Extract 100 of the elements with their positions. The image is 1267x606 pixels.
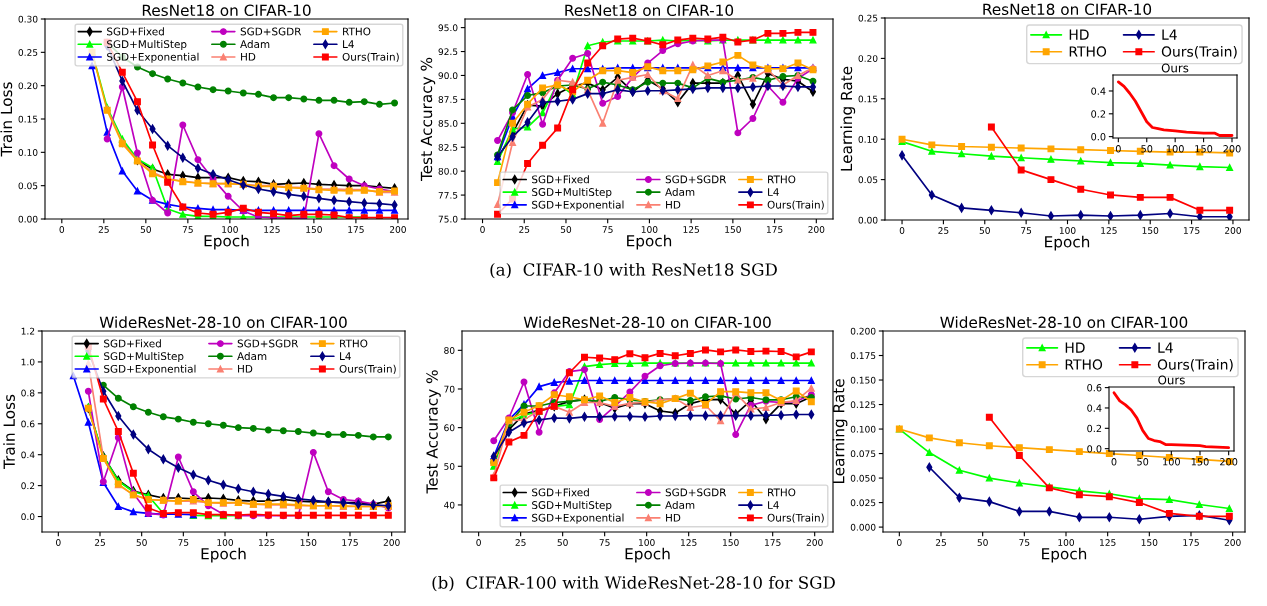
y-tick-label: 0.4 [1091,87,1106,95]
x-tick-label: 25 [519,226,530,233]
x-axis-title: Epoch [1042,547,1087,563]
x-tick-label: 175 [766,226,783,233]
y-tick-label: 0.2 [1091,110,1106,118]
x-tick-label: 200 [389,226,406,233]
y-tick-label: 0.20 [858,55,878,62]
x-tick-label: 0 [897,539,902,546]
x-tick-label: 75 [182,226,193,233]
legend-label: SGD+Exponential [532,513,624,524]
y-tick-label: 0.10 [858,135,878,143]
legend-label: RTHO [1065,359,1103,370]
y-tick-label: 85.0 [438,120,458,127]
legend-label: Ours(Train) [1157,359,1233,372]
text: (b) CIFAR-100 with WideResNet-28-10 for SGD [432,575,835,592]
y-tick-label: 0.05 [18,182,38,190]
x-axis-title: Epoch [1045,235,1090,251]
x-tick-label: 0 [476,539,481,546]
chart-title: Ours [1161,63,1189,73]
y-tick-label: 0.0 [1091,133,1106,141]
y-tick-label: 0.150 [850,376,876,384]
x-tick-label: 175 [1183,539,1199,546]
chart-title: Ours [1158,375,1185,385]
y-tick-label: 87.5 [438,96,458,103]
x-tick-label: 0 [1115,145,1121,153]
y-tick-label: 82.5 [438,143,458,151]
x-tick-label: 75 [602,226,613,233]
legend-label: SGD+Fixed [104,339,161,348]
x-axis-title: Epoch [204,234,249,250]
legend-label: SGD+Exponential [532,200,624,211]
x-tick-label: 125 [1100,539,1116,546]
legend-label: SGD+SGDR [665,175,727,184]
x-tick-label: 125 [264,226,280,233]
y-tick-label: 80.0 [438,167,458,175]
y-axis-title: Test Accuracy % [426,370,441,494]
legend-label: SGD+MultiStep [532,500,612,511]
x-tick-label: 75 [1021,227,1032,234]
x-tick-label: 50 [977,539,988,546]
x-tick-label: 50 [140,226,151,233]
chart-title: ResNet18 on CIFAR-10 [983,3,1152,16]
y-tick-label: 0.000 [850,523,876,531]
y-tick-label: 0.00 [18,215,38,223]
x-tick-label: 200 [806,539,823,546]
legend-label: SGD+Fixed [532,488,589,497]
x-tick-label: 125 [1101,227,1117,234]
legend-label: SGD+Exponential [107,52,199,63]
x-tick-label: 25 [938,227,949,234]
x-tick-label: 150 [1142,227,1159,234]
x-tick-label: 25 [98,226,109,233]
legend-label: SGD+Exponential [104,364,196,375]
x-tick-label: 25 [935,539,946,546]
y-axis-title: Train Loss [3,394,15,470]
legend-label: L4 [1162,29,1177,40]
legend-label: RTHO [768,488,796,497]
x-tick-label: 50 [1137,458,1149,466]
legend-label: SGD+MultiStep [532,187,612,198]
x-tick-label: 150 [306,226,322,233]
y-tick-label: 70 [444,385,455,393]
x-tick-label: 25 [515,539,526,546]
y-tick-label: 0.15 [858,95,878,103]
legend-label: Ours(Train) [339,364,396,374]
x-tick-label: 150 [723,539,739,546]
y-axis-title: Learning Rate [840,66,856,171]
x-tick-label: 25 [94,539,105,546]
legend-label: Adam [665,500,695,509]
y-tick-label: 77.5 [438,191,458,199]
y-tick-label: 60 [444,424,455,432]
y-tick-label: 0.0 [21,513,35,521]
x-tick-label: 50 [1141,145,1153,153]
legend-label: Adam [240,40,270,49]
x-axis-title: Epoch [201,547,246,563]
x-tick-label: 175 [765,539,781,546]
legend-label: RTHO [343,27,371,36]
x-tick-label: 50 [136,539,147,546]
x-tick-label: 100 [641,226,658,233]
y-tick-label: 0.8 [21,389,35,397]
x-axis-title: Epoch [627,234,672,250]
y-tick-label: 0.20 [18,82,38,90]
x-tick-label: 75 [1019,539,1030,546]
chart-title: WideResNet-28-10 on CIFAR-100 [523,316,771,329]
y-axis-title: Train Loss [0,82,13,157]
x-tick-label: 175 [342,539,358,546]
x-tick-label: 125 [259,539,275,546]
x-tick-label: 125 [681,539,697,546]
y-tick-label: 0.2 [1087,424,1102,433]
legend-label: HD [666,200,681,209]
y-tick-label: 75.0 [438,215,458,223]
legend-label: L4 [340,352,351,360]
x-tick-label: 0 [899,227,905,234]
x-tick-label: 50 [560,226,572,233]
y-tick-label: 92.5 [438,48,458,56]
x-tick-label: 175 [348,226,364,233]
x-tick-label: 0 [56,539,61,546]
y-tick-label: 0.0 [1087,445,1102,453]
legend-label: L4 [1158,342,1173,353]
x-tick-label: 150 [1141,539,1158,546]
y-tick-label: 0.25 [18,49,38,56]
x-tick-label: 100 [1166,145,1184,153]
x-tick-label: 200 [1223,145,1241,153]
text: (a) CIFAR-10 with ResNet18 SGD [490,262,777,279]
